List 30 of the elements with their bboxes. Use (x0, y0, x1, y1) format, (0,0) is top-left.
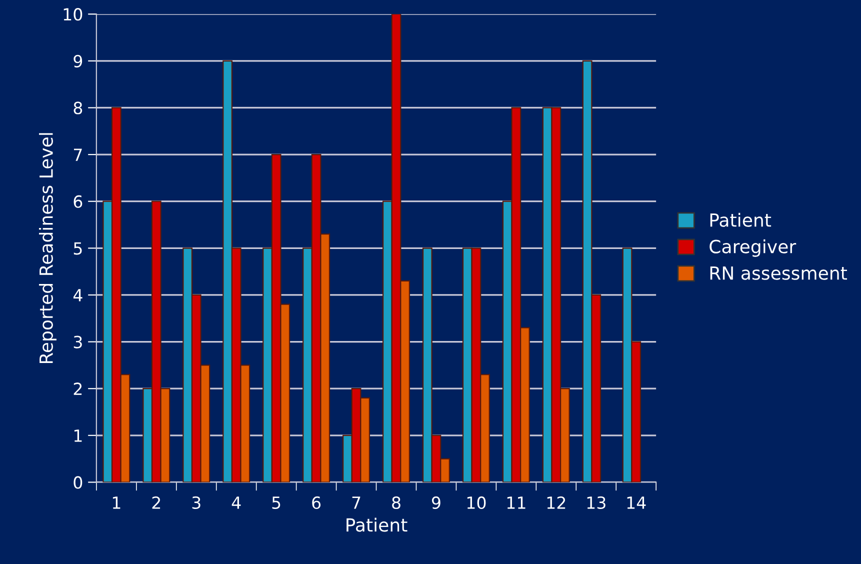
legend-label: RN assessment (710, 266, 847, 280)
x-tick-label: 2 (152, 496, 160, 509)
x-tick-label: 3 (192, 496, 200, 510)
x-tick-label: 10 (467, 496, 486, 510)
x-axis-title: Patient (346, 518, 408, 532)
y-tick-label: 4 (73, 289, 82, 302)
y-tick-label: 9 (74, 54, 82, 68)
y-tick-label: 2 (74, 382, 82, 395)
x-tick-label: 8 (392, 496, 400, 510)
x-tick-label: 7 (352, 496, 360, 509)
y-tick-label: 8 (74, 102, 82, 114)
x-tick-label: 5 (272, 496, 280, 510)
y-tick-label: 1 (74, 430, 82, 442)
y-tick-label: 0 (74, 476, 82, 489)
y-tick-label: 7 (74, 148, 82, 161)
x-tick-label: 14 (627, 496, 646, 509)
y-tick-label: 6 (74, 195, 82, 208)
x-tick-label: 4 (232, 496, 241, 509)
y-axis-title: Reported Readiness Level (39, 133, 56, 364)
x-tick-label: 13 (587, 496, 606, 510)
x-tick-label: 9 (432, 496, 440, 510)
y-tick-label: 10 (64, 8, 82, 21)
x-tick-label: 11 (507, 496, 526, 509)
x-tick-label: 1 (112, 496, 120, 509)
y-tick-label: 3 (74, 336, 82, 348)
x-tick-label: 6 (312, 496, 321, 510)
y-tick-label: 5 (74, 242, 82, 255)
legend-label: Patient (710, 212, 772, 227)
legend-label: Caregiver (710, 239, 796, 257)
x-tick-label: 12 (547, 496, 566, 509)
